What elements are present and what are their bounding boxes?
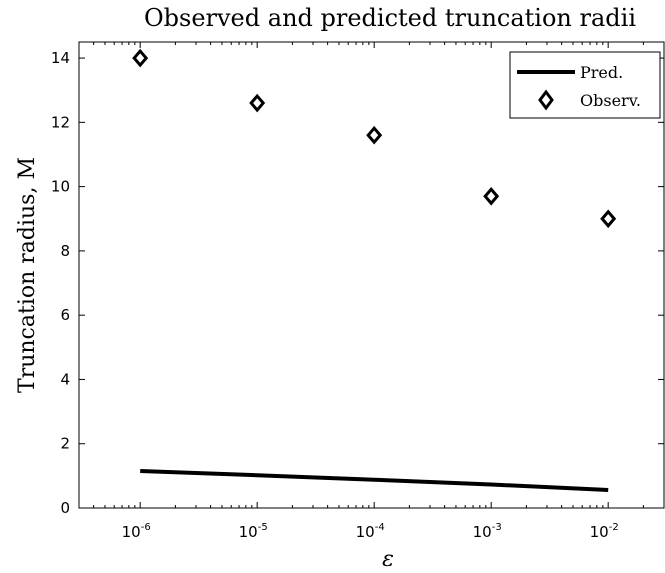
legend-observ-label: Observ. bbox=[580, 91, 641, 110]
x-axis-minor-ticks bbox=[78, 42, 665, 508]
y-tick-label: 6 bbox=[60, 306, 70, 324]
observ-point bbox=[132, 48, 149, 68]
legend-observ-diamond-swatch bbox=[538, 89, 554, 111]
legend-pred-label: Pred. bbox=[580, 63, 623, 82]
pred-line bbox=[140, 469, 609, 492]
y-tick-label: 14 bbox=[51, 49, 70, 67]
y-axis-label: Truncation radius, M bbox=[15, 157, 40, 393]
y-tick-label: 4 bbox=[60, 370, 70, 388]
y-axis-ticks: 0 2 4 6 8 10 12 14 bbox=[51, 49, 664, 517]
x-tick-label: 10-3 bbox=[473, 522, 502, 541]
x-axis-ticks: 10-6 10-5 10-4 10-3 10-2 bbox=[122, 42, 619, 541]
y-tick-label: 10 bbox=[51, 178, 70, 196]
x-tick-label: 10-6 bbox=[122, 522, 151, 541]
y-tick-label: 0 bbox=[60, 499, 70, 517]
plot-area-frame bbox=[78, 41, 665, 509]
y-tick-label: 2 bbox=[60, 435, 70, 453]
x-tick-label: 10-5 bbox=[239, 522, 268, 541]
chart-title: Observed and predicted truncation radii bbox=[144, 4, 636, 32]
observ-point bbox=[366, 125, 383, 145]
series-layer bbox=[132, 48, 617, 492]
legend-box bbox=[509, 51, 661, 119]
legend: Pred. Observ. bbox=[509, 51, 661, 119]
x-tick-label: 10-4 bbox=[356, 522, 385, 541]
y-tick-label: 8 bbox=[60, 242, 70, 260]
axes bbox=[78, 41, 665, 509]
observ-point bbox=[249, 93, 266, 113]
y-tick-label: 12 bbox=[51, 113, 70, 131]
x-axis-label: ε bbox=[382, 547, 394, 572]
observ-point bbox=[600, 209, 617, 229]
observ-point bbox=[483, 186, 500, 206]
x-tick-label: 10-2 bbox=[590, 522, 619, 541]
